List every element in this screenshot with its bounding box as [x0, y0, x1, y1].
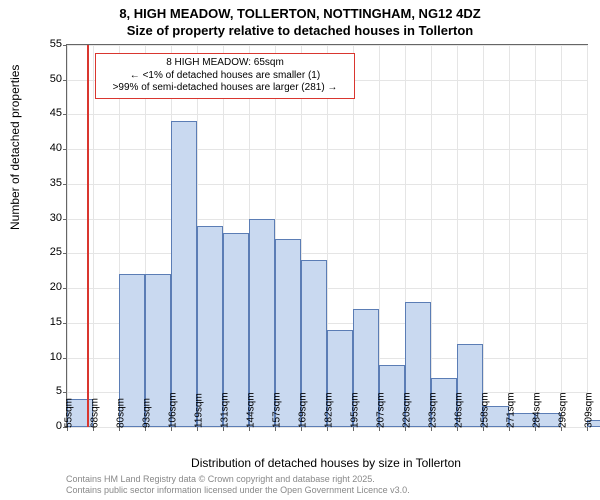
ytick-label: 45 — [32, 107, 62, 119]
gridline-v — [535, 45, 536, 427]
xtick-label: 144sqm — [246, 392, 257, 428]
xtick-label: 309sqm — [584, 392, 595, 428]
gridline-v — [587, 45, 588, 427]
x-axis-label: Distribution of detached houses by size … — [66, 456, 586, 470]
title-line-2: Size of property relative to detached ho… — [127, 23, 474, 38]
annotation-box: 8 HIGH MEADOW: 65sqm ← <1% of detached ho… — [95, 53, 355, 99]
xtick-label: 195sqm — [350, 392, 361, 428]
gridline-v — [67, 45, 68, 427]
title-line-1: 8, HIGH MEADOW, TOLLERTON, NOTTINGHAM, N… — [119, 6, 480, 21]
ytick-label: 15 — [32, 316, 62, 328]
ytick-label: 5 — [32, 385, 62, 397]
xtick-label: 271sqm — [506, 392, 517, 428]
gridline-v — [431, 45, 432, 427]
xtick-label: 296sqm — [558, 392, 569, 428]
xtick-label: 284sqm — [532, 392, 543, 428]
annotation-line-1: 8 HIGH MEADOW: 65sqm — [166, 57, 284, 68]
chart-title: 8, HIGH MEADOW, TOLLERTON, NOTTINGHAM, N… — [0, 6, 600, 40]
ytick-label: 50 — [32, 73, 62, 85]
xtick-label: 233sqm — [428, 392, 439, 428]
annotation-line-3: >99% of semi-detached houses are larger … — [113, 82, 338, 93]
xtick-label: 80sqm — [116, 398, 127, 428]
xtick-label: 220sqm — [402, 392, 413, 428]
ytick-label: 40 — [32, 142, 62, 154]
chart-container: 8, HIGH MEADOW, TOLLERTON, NOTTINGHAM, N… — [0, 0, 600, 500]
xtick-label: 131sqm — [220, 392, 231, 428]
annotation-line-2: ← <1% of detached houses are smaller (1) — [130, 70, 320, 81]
footer-line-1: Contains HM Land Registry data © Crown c… — [66, 474, 375, 484]
ytick-label: 20 — [32, 281, 62, 293]
gridline-v — [509, 45, 510, 427]
xtick-label: 169sqm — [298, 392, 309, 428]
ytick-label: 25 — [32, 246, 62, 258]
y-axis-label: Number of detached properties — [8, 65, 22, 230]
xtick-label: 207sqm — [376, 392, 387, 428]
plot-area: 8 HIGH MEADOW: 65sqm ← <1% of detached ho… — [66, 44, 588, 428]
footer-line-2: Contains public sector information licen… — [66, 485, 410, 495]
xtick-label: 106sqm — [168, 392, 179, 428]
xtick-label: 119sqm — [194, 393, 205, 428]
xtick-label: 93sqm — [142, 398, 153, 428]
xtick-label: 246sqm — [454, 392, 465, 428]
xtick-label: 55sqm — [64, 398, 75, 428]
marker-line — [87, 45, 89, 427]
ytick-label: 30 — [32, 212, 62, 224]
gridline-v — [93, 45, 94, 427]
ytick-label: 55 — [32, 38, 62, 50]
ytick-label: 35 — [32, 177, 62, 189]
xtick-label: 258sqm — [480, 392, 491, 428]
ytick-label: 0 — [32, 420, 62, 432]
gridline-v — [483, 45, 484, 427]
ytick-label: 10 — [32, 351, 62, 363]
xtick-label: 68sqm — [90, 398, 101, 428]
xtick-label: 182sqm — [324, 392, 335, 428]
footer-attribution: Contains HM Land Registry data © Crown c… — [66, 474, 410, 496]
histogram-bar — [171, 121, 197, 427]
xtick-label: 157sqm — [272, 392, 283, 428]
gridline-v — [561, 45, 562, 427]
